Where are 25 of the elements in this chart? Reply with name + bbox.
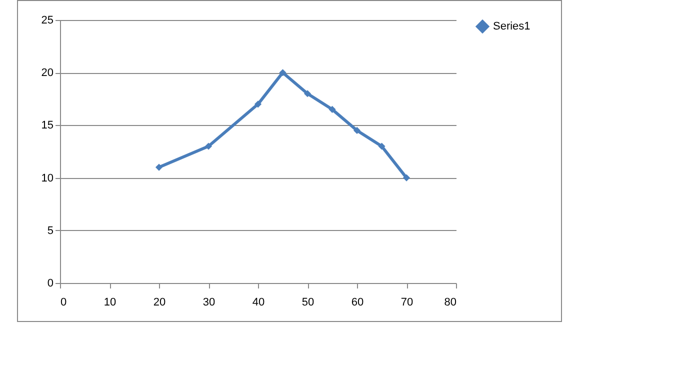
point <box>402 174 410 182</box>
y-tick-label: 15 <box>41 120 54 132</box>
point <box>254 100 262 108</box>
y-tick-label: 0 <box>47 278 54 290</box>
x-tick-label: 80 <box>444 296 456 308</box>
y-tick-label: 5 <box>47 224 54 237</box>
point <box>155 164 163 171</box>
x-tick-label: 40 <box>252 296 265 308</box>
point <box>279 69 286 76</box>
x-tick-label: 0 <box>60 296 67 308</box>
point <box>304 90 312 98</box>
y-tick-label: 20 <box>41 67 54 80</box>
legend-label: Series1 <box>493 20 530 32</box>
x-tick-label: 70 <box>400 296 414 308</box>
x-tick-label: 10 <box>104 296 116 308</box>
point <box>353 126 361 134</box>
x-tick-label: 60 <box>351 296 364 308</box>
x-tick-label: 30 <box>202 296 216 308</box>
x-tick-label: 20 <box>153 296 166 308</box>
point <box>378 142 386 150</box>
y-tick-label: 25 <box>41 14 54 26</box>
x-tick-label: 50 <box>302 296 314 308</box>
point <box>328 106 336 113</box>
point <box>204 142 212 150</box>
y-tick-label: 10 <box>41 172 54 184</box>
